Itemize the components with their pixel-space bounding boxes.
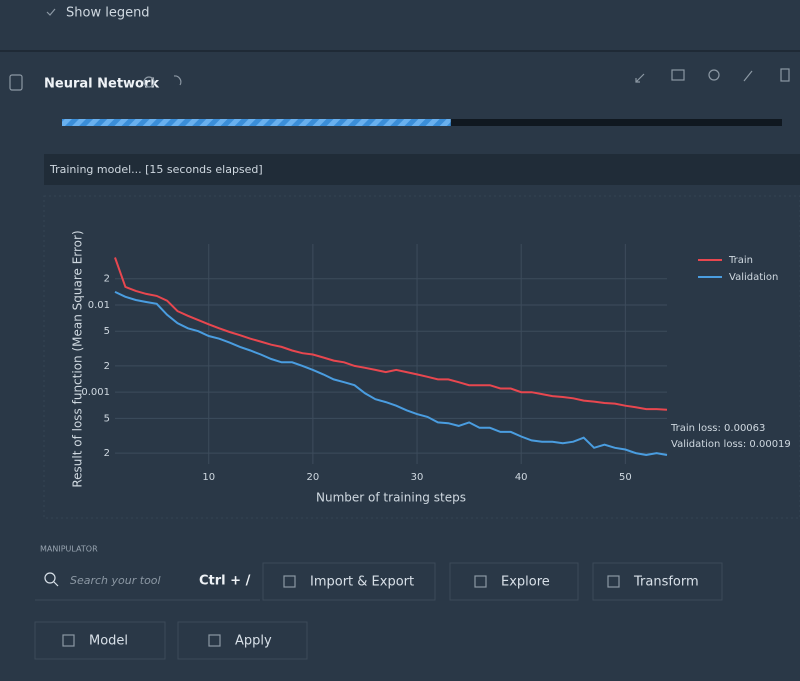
y-tick-label: 2 — [104, 361, 110, 372]
button-label[interactable]: Model — [89, 634, 128, 649]
button-icon — [208, 634, 221, 647]
tool-button[interactable] — [34, 621, 166, 660]
check-icon — [46, 8, 56, 16]
y-axis-title: Result of loss function (Mean Square Err… — [71, 230, 85, 487]
image-icon[interactable] — [671, 69, 685, 81]
tool-button[interactable] — [262, 562, 436, 601]
y-tick-label: 2 — [104, 448, 110, 459]
progress-fill — [62, 119, 451, 126]
refresh-icon[interactable] — [708, 69, 720, 81]
shortcut: Ctrl + / — [199, 574, 251, 589]
y-tick-label: 0.001 — [81, 387, 110, 398]
separator — [0, 50, 800, 52]
collapse-icon[interactable] — [635, 73, 645, 83]
chart: 2 0.01 5 2 0.001 5 2 10 20 30 40 50 Number of traini… — [71, 230, 791, 504]
settings-icon[interactable] — [143, 76, 155, 88]
section-label: MANIPULATOR — [40, 545, 98, 554]
edit-icon[interactable] — [743, 70, 753, 82]
x-tick-label: 20 — [307, 472, 320, 483]
status-text: Training model... [15 seconds elapsed] — [49, 163, 263, 176]
search-icon — [44, 572, 56, 584]
panel-title: Neural Network — [44, 77, 159, 92]
search-input[interactable]: Search your tool — [70, 574, 161, 587]
tool-button[interactable] — [449, 562, 579, 601]
spinner — [173, 75, 182, 86]
buttons: Import & Export Explore Transform Model Appl… — [34, 562, 723, 660]
legend-label: Train — [728, 255, 753, 266]
button-label[interactable]: Transform — [633, 575, 699, 590]
button-icon — [607, 575, 620, 588]
show-legend[interactable]: Show legend — [66, 6, 150, 21]
tool-button[interactable] — [177, 621, 308, 660]
button-icon — [283, 575, 296, 588]
annotation: Validation loss: 0.00019 — [671, 439, 791, 450]
legend-label: Validation — [729, 272, 778, 283]
x-tick-label: 40 — [515, 472, 528, 483]
status-bar — [44, 154, 800, 185]
button-label[interactable]: Explore — [501, 575, 550, 590]
y-tick-label: 2 — [104, 274, 110, 285]
x-axis-title: Number of training steps — [316, 491, 466, 505]
button-icon — [62, 634, 75, 647]
x-tick-label: 10 — [202, 472, 215, 483]
y-tick-label: 5 — [104, 326, 110, 337]
x-tick-label: 30 — [411, 472, 424, 483]
button-label[interactable]: Apply — [235, 634, 272, 649]
panel-icon — [9, 74, 23, 91]
x-tick-label: 50 — [619, 472, 632, 483]
button-icon — [474, 575, 487, 588]
line-series — [114, 290, 668, 457]
toolbar — [635, 68, 790, 83]
delete-icon[interactable] — [780, 68, 790, 82]
chart-frame — [43, 195, 800, 519]
annotation: Train loss: 0.00063 — [670, 423, 765, 434]
tool-button[interactable] — [592, 562, 723, 601]
button-label[interactable]: Import & Export — [310, 575, 414, 590]
y-tick-label: 0.01 — [88, 300, 110, 311]
search-icon-handle — [53, 581, 59, 587]
line-series — [114, 257, 668, 411]
y-tick-label: 5 — [104, 413, 110, 424]
